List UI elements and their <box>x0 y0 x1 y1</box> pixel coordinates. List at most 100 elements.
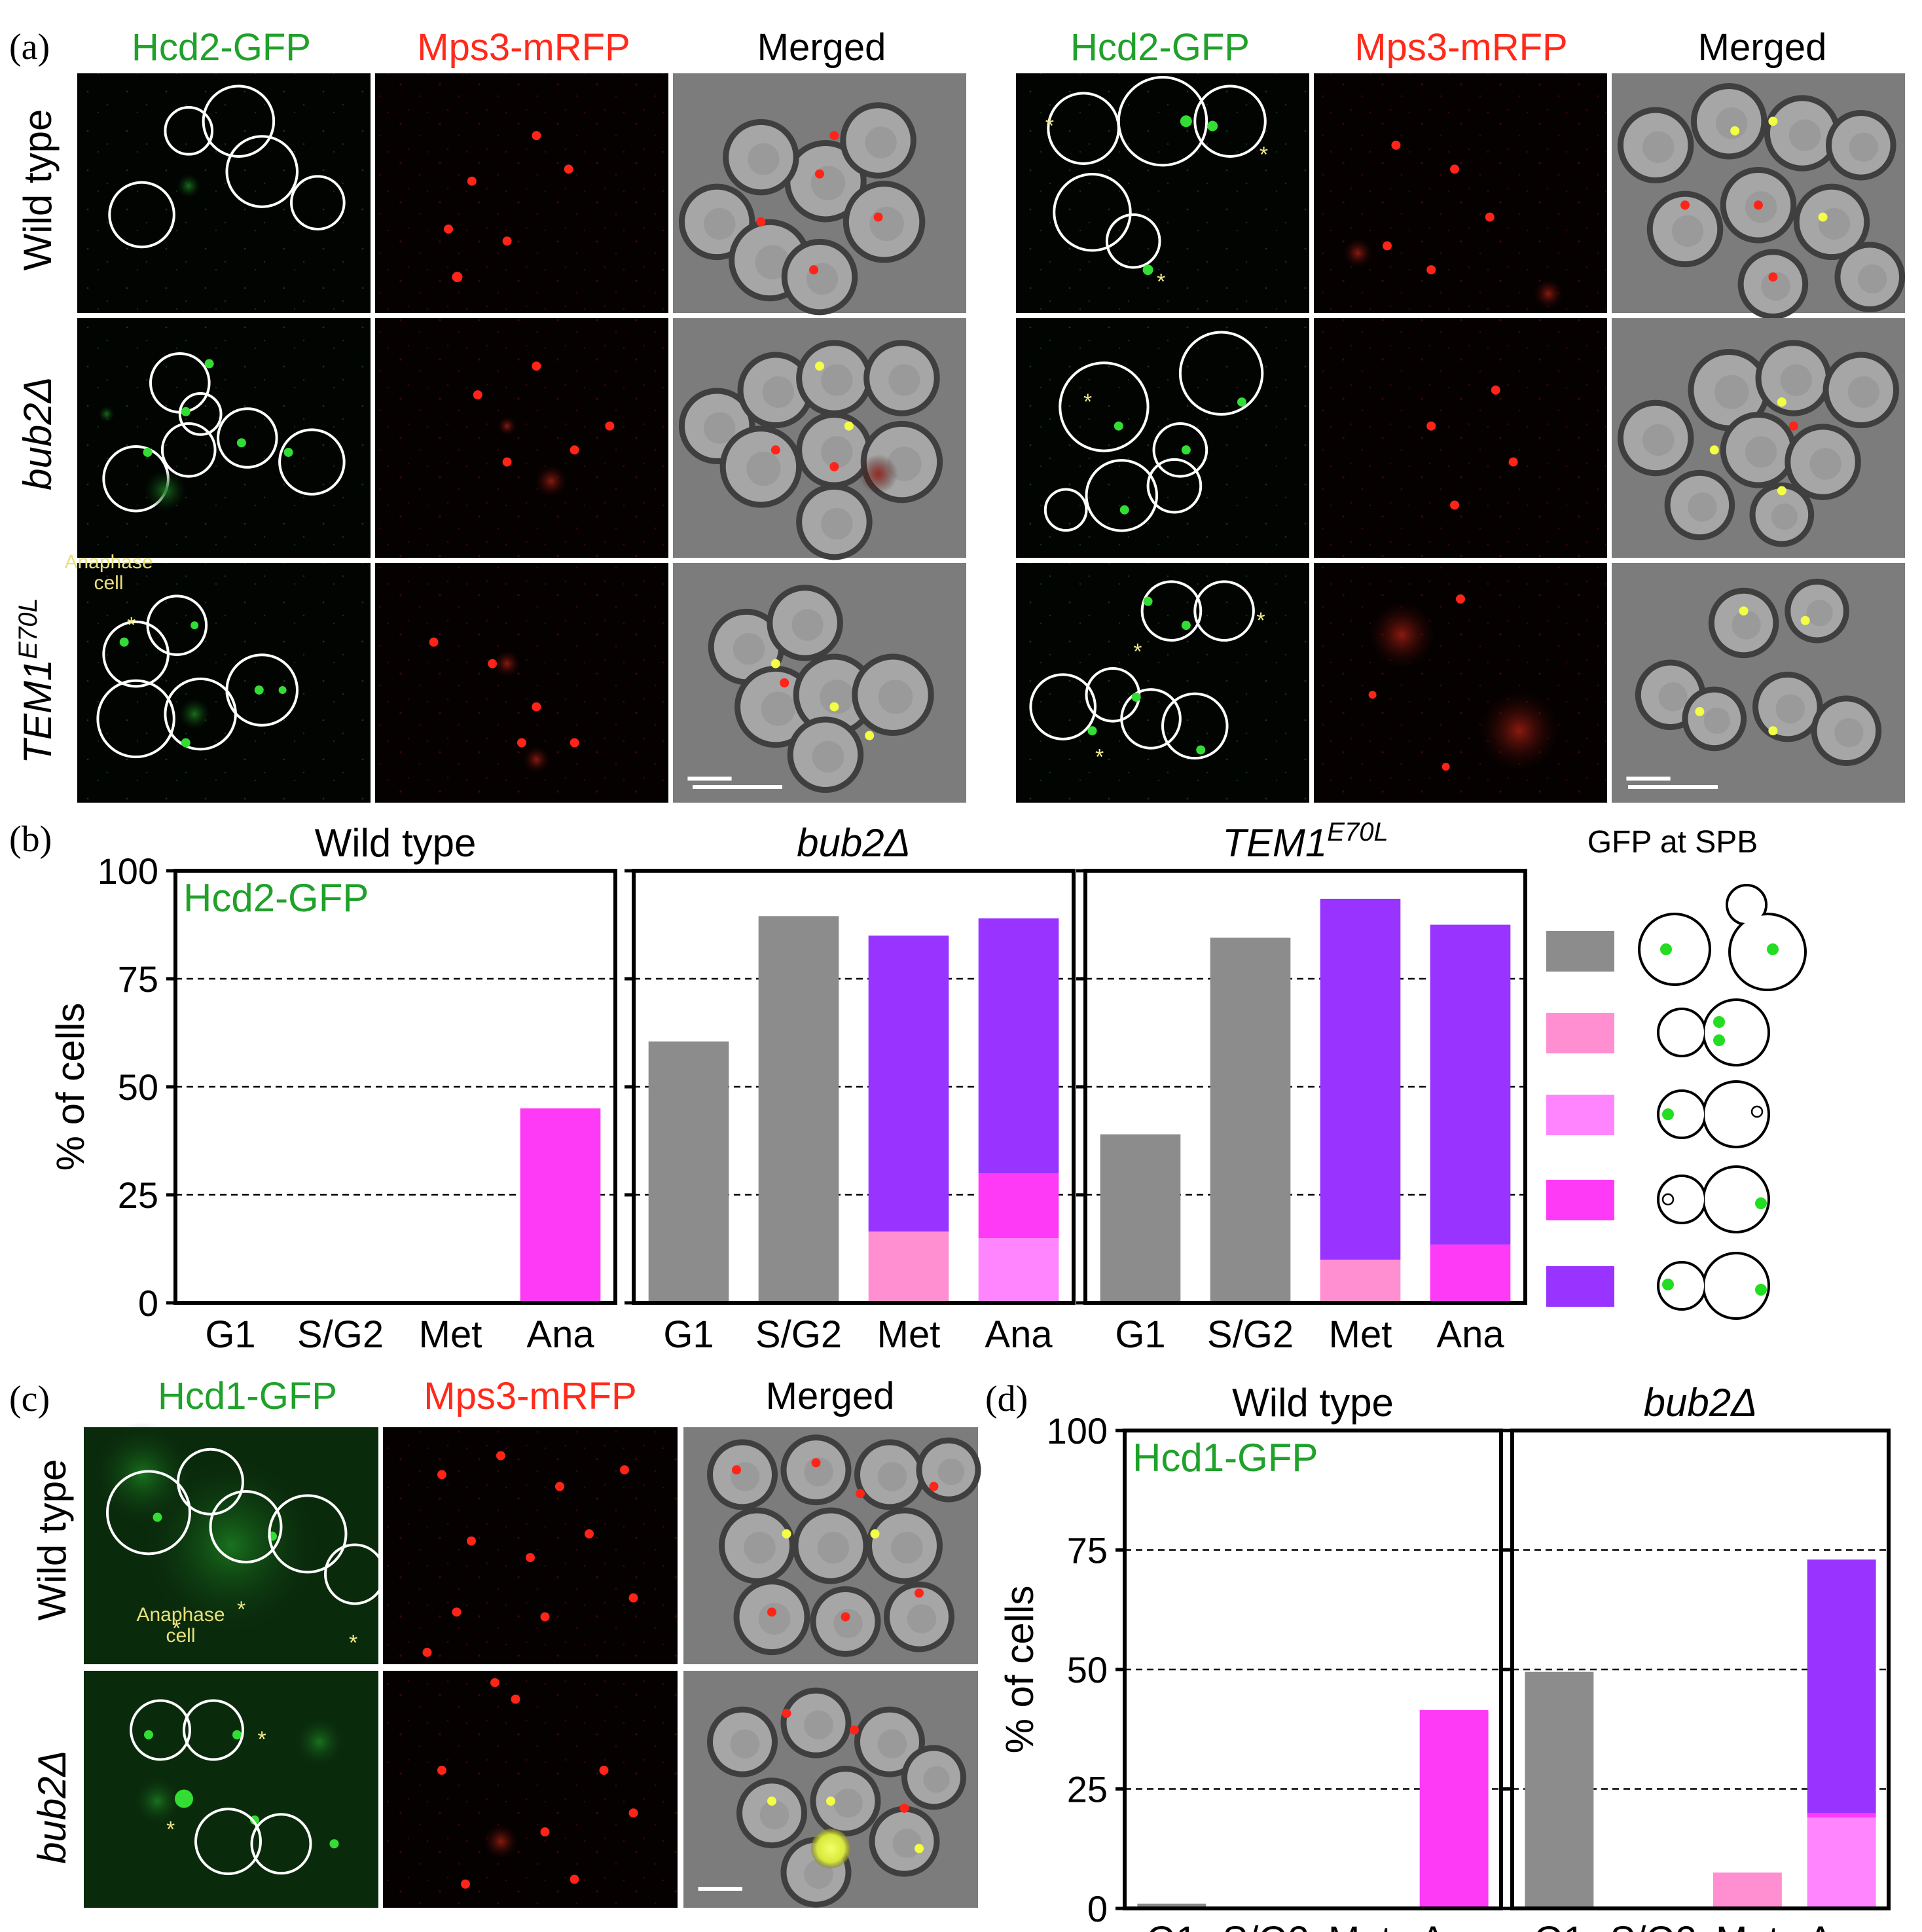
cell-outline <box>160 422 217 478</box>
brightfield-vacuole <box>877 1729 907 1759</box>
micrograph-merged <box>673 318 966 560</box>
gfp-focus <box>232 1730 242 1740</box>
brightfield-vacuole <box>1858 264 1887 294</box>
gfp-focus <box>1119 505 1129 515</box>
mrfp-focus <box>437 1766 446 1776</box>
mrfp-focus <box>452 1607 462 1617</box>
bar-ana-seg3 <box>1430 1244 1511 1303</box>
mrfp-focus <box>473 390 482 400</box>
mrfp-focus <box>915 1588 924 1598</box>
merged-blob <box>811 1829 850 1868</box>
brightfield-vacuole <box>1716 107 1748 139</box>
cell-outline <box>1152 422 1208 478</box>
anaphase-asterisk: * <box>166 1817 175 1842</box>
micrograph-gfp: * <box>77 563 371 803</box>
chart-title-superscript: E70L <box>1327 818 1388 847</box>
bar-ana-seg4 <box>1807 1559 1876 1813</box>
gfp-focus <box>181 407 190 416</box>
mrfp-focus <box>1426 265 1436 275</box>
chart-4: G1 S/G2 Met Ana 0 25 50 75 100 % of cells Hcd1-GFP… <box>998 1381 1503 1932</box>
brightfield-vacuole <box>1642 131 1675 163</box>
gfp-focus <box>254 685 264 695</box>
mrfp-focus <box>732 1465 741 1475</box>
brightfield-vacuole <box>744 1531 776 1564</box>
mrfp-focus <box>1754 200 1763 210</box>
panel-c: Hcd1-GFP Mps3-mRFP Merged Wild type bub2… <box>30 1375 981 1908</box>
ytick-label: 0 <box>1087 1888 1108 1929</box>
brightfield-vacuole <box>891 1531 923 1564</box>
col-title-mrfp-c: Mps3-mRFP <box>424 1375 636 1417</box>
anaphase-asterisk: * <box>1157 269 1165 294</box>
bar-ana-seg3 <box>1419 1710 1489 1908</box>
bar-met-seg4 <box>868 936 949 1232</box>
mrfp-focus <box>841 1612 850 1622</box>
legend-rows <box>1546 884 1807 1320</box>
category-label: Ana <box>526 1313 594 1356</box>
cell-outline <box>164 106 214 156</box>
brightfield-vacuole <box>791 609 824 641</box>
gfp-focus <box>1237 397 1246 407</box>
gfp-focus <box>1181 621 1191 630</box>
legend-swatch <box>1546 1095 1614 1135</box>
schematic-cell <box>1638 913 1711 986</box>
anaphase-note-a-line2: cell <box>94 572 123 594</box>
col-title-hcd1-gfp: Hcd1-GFP <box>158 1375 337 1417</box>
chart-3: G1 S/G2 Met Ana TEM1E70L <box>1076 818 1527 1356</box>
merged-focus <box>1768 117 1778 126</box>
bar-met-seg1 <box>1320 1260 1401 1303</box>
bar-g1-seg0 <box>1525 1671 1594 1908</box>
micrograph-background <box>1016 318 1309 558</box>
gfp-focus <box>1181 445 1191 455</box>
brightfield-vacuole <box>761 691 796 726</box>
mrfp-focus <box>422 1647 432 1657</box>
cell-outline <box>194 1808 262 1876</box>
anaphase-asterisk: * <box>349 1630 357 1655</box>
bar-ana-seg2 <box>978 1238 1059 1303</box>
mrfp-focus <box>1450 164 1460 174</box>
mrfp-focus <box>511 1694 520 1704</box>
empty-spb <box>1661 1193 1675 1206</box>
micrograph-merged <box>1612 73 1906 319</box>
micrograph-mrfp <box>375 73 668 313</box>
mrfp-focus <box>532 131 541 141</box>
bar-met-seg4 <box>1320 898 1401 1260</box>
brightfield-vacuole <box>759 1800 789 1830</box>
micrograph-background <box>1314 73 1607 313</box>
legend-swatch <box>1546 931 1614 972</box>
brightfield-vacuole <box>704 412 736 444</box>
mrfp-focus <box>767 1607 776 1617</box>
merged-focus <box>782 1529 791 1539</box>
micrograph-c-merged <box>683 1427 981 1664</box>
mrfp-focus <box>570 1874 579 1884</box>
mrfp-diffuse <box>1369 602 1435 668</box>
gfp-dot <box>1662 1108 1674 1120</box>
cell-outline <box>108 181 175 249</box>
merged-focus <box>1800 615 1810 625</box>
brightfield-vacuole <box>748 143 780 175</box>
ytick-label: 25 <box>1067 1769 1108 1810</box>
mrfp-focus <box>540 1612 550 1622</box>
mrfp-focus <box>555 1482 564 1491</box>
cell-outline <box>178 392 223 436</box>
micrograph-background <box>77 73 371 313</box>
col-title-gfp-right: Hcd2-GFP <box>1070 26 1250 69</box>
gfp-dot <box>1755 1284 1767 1296</box>
brightfield-vacuole <box>733 632 765 665</box>
gfp-diffuse <box>177 174 201 198</box>
mrfp-diffuse <box>858 454 898 494</box>
mrfp-diffuse <box>498 416 517 435</box>
brightfield-vacuole <box>1771 503 1798 530</box>
panel-label-d: (d) <box>985 1379 1028 1419</box>
mrfp-focus <box>873 212 883 222</box>
gfp-focus <box>329 1839 339 1849</box>
merged-focus <box>1777 486 1786 496</box>
brightfield-vacuole <box>1761 271 1790 301</box>
gfp-focus <box>143 447 153 457</box>
brightfield-vacuole <box>833 1788 863 1818</box>
category-label: G1 <box>1115 1313 1165 1356</box>
cell-outline <box>106 1470 191 1556</box>
merged-focus <box>915 1844 924 1853</box>
mrfp-focus <box>496 1451 505 1461</box>
brightfield-vacuole <box>1688 492 1717 522</box>
merged-focus <box>1777 397 1786 407</box>
